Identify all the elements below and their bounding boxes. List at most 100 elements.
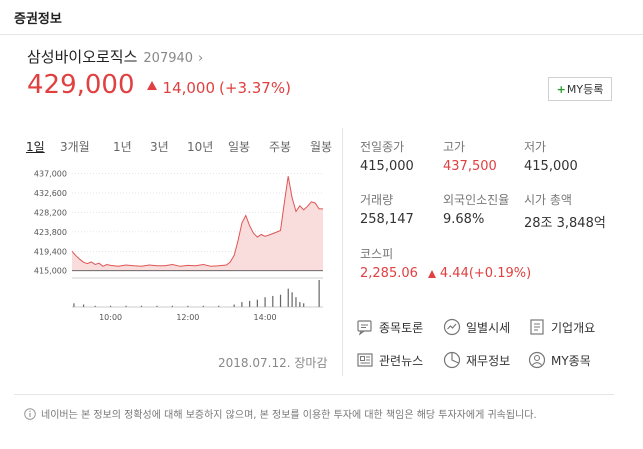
link-financial-info[interactable]: 재무정보 bbox=[443, 351, 510, 369]
chat-icon bbox=[357, 320, 372, 336]
stat-value: 28조 3,848억 bbox=[524, 216, 606, 231]
link-label: 재무정보 bbox=[466, 353, 511, 368]
price-line bbox=[71, 176, 323, 267]
volume-bar bbox=[256, 299, 258, 307]
tab-1year[interactable]: 1년 bbox=[113, 140, 132, 154]
link-label: 기업개요 bbox=[551, 320, 596, 335]
tab-3months[interactable]: 3개월 bbox=[60, 140, 90, 154]
chart-trend-icon bbox=[443, 318, 461, 336]
link-related-news[interactable]: 관련뉴스 bbox=[356, 351, 423, 369]
stat-value: 437,500 bbox=[443, 159, 497, 174]
volume-bar bbox=[125, 305, 127, 307]
volume-bar bbox=[249, 300, 251, 307]
my-register-button[interactable]: + MY등록 bbox=[548, 77, 612, 101]
kospi-label[interactable]: 코스피 bbox=[360, 247, 394, 261]
volume-bar bbox=[233, 304, 235, 307]
link-label: 종목토론 bbox=[379, 320, 424, 335]
volume-bar bbox=[94, 305, 96, 307]
chart-date-value: 2018.07.12. bbox=[218, 356, 291, 370]
period-tabs: 1일 3개월 1년 3년 10년 일봉 주봉 월봉 bbox=[26, 138, 340, 155]
x-tick-label: 14:00 bbox=[254, 313, 277, 322]
tab-daily[interactable]: 일봉 bbox=[228, 140, 251, 154]
volume-bar bbox=[171, 305, 173, 307]
stock-code[interactable]: 207940 bbox=[143, 51, 194, 66]
volume-bar bbox=[73, 303, 75, 307]
volume-bar bbox=[156, 305, 158, 307]
stat-foreign-ratio: 외국인소진율 9.68% bbox=[443, 191, 509, 227]
volume-bar bbox=[287, 288, 289, 307]
stat-low: 저가 415,000 bbox=[524, 138, 578, 174]
volume-bar bbox=[202, 305, 204, 307]
link-company-overview[interactable]: 기업개요 bbox=[528, 318, 595, 336]
stat-volume: 거래량 258,147 bbox=[360, 191, 414, 227]
vertical-divider bbox=[342, 128, 343, 376]
tab-3years[interactable]: 3년 bbox=[150, 140, 169, 154]
stat-market-cap: 시가 총액 28조 3,848억 bbox=[524, 191, 606, 231]
disclaimer-text: 네이버는 본 정보의 정확성에 대해 보증하지 않으며, 본 정보를 이용한 투… bbox=[41, 410, 537, 421]
volume-bar bbox=[318, 280, 320, 307]
volume-bar bbox=[82, 304, 85, 307]
chevron-right-icon[interactable]: › bbox=[198, 51, 204, 66]
stock-name[interactable]: 삼성바이오로직스 bbox=[27, 48, 138, 66]
stat-value: 9.68% bbox=[443, 212, 485, 227]
stat-label: 전일종가 bbox=[360, 140, 405, 154]
volume-bar bbox=[187, 305, 189, 307]
stat-value: 258,147 bbox=[360, 212, 414, 227]
document-icon bbox=[530, 319, 544, 335]
link-daily-price[interactable]: 일별시세 bbox=[443, 318, 510, 336]
stat-label: 시가 총액 bbox=[524, 193, 572, 207]
section-title: 증권정보 bbox=[14, 12, 62, 27]
stat-label: 외국인소진율 bbox=[443, 193, 510, 207]
stat-kospi[interactable]: 코스피 2,285.06 4.44 (+0.19%) bbox=[360, 245, 531, 281]
y-tick-label: 415,000 bbox=[34, 267, 67, 276]
news-icon bbox=[357, 353, 373, 367]
price-change-percent: (+3.37%) bbox=[219, 79, 291, 97]
footer-divider bbox=[14, 394, 614, 395]
kospi-value: 2,285.06 bbox=[360, 266, 418, 281]
stock-name-row[interactable]: 삼성바이오로직스 207940 › bbox=[27, 46, 203, 67]
disclaimer: 네이버는 본 정보의 정확성에 대해 보증하지 않으며, 본 정보를 이용한 투… bbox=[24, 406, 537, 421]
volume-bar bbox=[299, 302, 301, 307]
link-discussion[interactable]: 종목토론 bbox=[356, 318, 423, 336]
volume-bar bbox=[272, 295, 274, 307]
kospi-row: 2,285.06 4.44 (+0.19%) bbox=[360, 266, 531, 281]
price-area bbox=[72, 176, 323, 271]
volume-bar bbox=[264, 297, 266, 307]
stat-prev-close: 전일종가 415,000 bbox=[360, 138, 414, 174]
tab-monthly[interactable]: 월봉 bbox=[310, 140, 333, 154]
tab-weekly[interactable]: 주봉 bbox=[269, 140, 292, 154]
tab-10years[interactable]: 10년 bbox=[187, 140, 214, 154]
market-status: 장마감 bbox=[294, 356, 328, 370]
info-icon bbox=[24, 407, 36, 420]
volume-bar bbox=[303, 303, 305, 307]
link-label: 일별시세 bbox=[466, 320, 511, 335]
stat-value: 415,000 bbox=[360, 159, 414, 174]
volume-bar bbox=[218, 305, 220, 307]
y-tick-label: 437,000 bbox=[34, 170, 67, 179]
stat-label: 거래량 bbox=[360, 193, 394, 207]
y-tick-label: 423,800 bbox=[34, 228, 67, 237]
y-tick-label: 428,200 bbox=[34, 208, 67, 217]
intraday-price-chart: 437,000 432,600 428,200 423,800 419,400 415,0… bbox=[34, 170, 323, 322]
volume-bar bbox=[110, 305, 112, 307]
stat-label: 고가 bbox=[443, 140, 466, 154]
link-label: 관련뉴스 bbox=[379, 353, 424, 368]
kospi-change: 4.44 bbox=[439, 266, 469, 281]
kospi-change-pct: (+0.19%) bbox=[468, 266, 532, 281]
up-triangle-icon bbox=[427, 269, 436, 278]
my-register-label: MY등록 bbox=[566, 83, 604, 96]
volume-bar bbox=[291, 292, 293, 307]
current-price: 429,000 bbox=[27, 70, 135, 100]
link-my-stocks[interactable]: MY종목 bbox=[528, 351, 591, 369]
header-divider bbox=[0, 34, 643, 35]
stat-label: 저가 bbox=[524, 140, 547, 154]
volume-bar bbox=[279, 294, 282, 307]
tab-1day[interactable]: 1일 bbox=[26, 140, 45, 154]
pie-icon bbox=[443, 351, 461, 369]
volume-bar bbox=[295, 297, 297, 307]
volume-bar bbox=[140, 305, 143, 307]
stat-value: 415,000 bbox=[524, 159, 578, 174]
chart-date: 2018.07.12. 장마감 bbox=[218, 354, 327, 371]
link-label: MY종목 bbox=[551, 353, 591, 368]
y-tick-label: 419,400 bbox=[34, 247, 67, 256]
